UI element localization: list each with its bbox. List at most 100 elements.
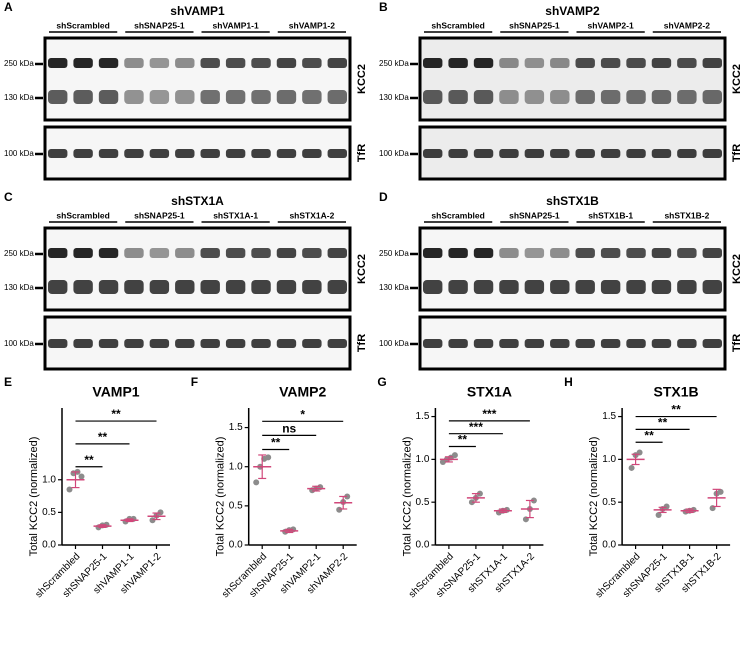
band (524, 280, 545, 294)
band (550, 90, 570, 104)
band (575, 58, 595, 68)
band (550, 149, 570, 158)
band (575, 339, 595, 348)
band (626, 339, 646, 348)
band (225, 339, 246, 348)
band (175, 58, 195, 68)
band (225, 149, 246, 158)
data-point (265, 454, 272, 461)
marker-label: 250 kDa (4, 249, 34, 258)
band (448, 90, 468, 104)
band (251, 58, 271, 68)
band (225, 90, 246, 104)
band (73, 248, 93, 258)
y-tick-label: 0.0 (229, 540, 243, 551)
marker-label: 250 kDa (379, 59, 409, 68)
band (550, 58, 570, 68)
significance-label: *** (469, 420, 483, 434)
band (600, 58, 621, 68)
marker-label: 250 kDa (4, 59, 34, 68)
data-point (78, 473, 85, 480)
band (473, 58, 494, 68)
group-label: shScrambled (431, 20, 484, 30)
band (550, 339, 570, 348)
band (73, 90, 93, 104)
marker-label: 100 kDa (379, 339, 409, 348)
group-label: shVAMP1-1 (213, 20, 259, 30)
band (276, 149, 297, 158)
band (473, 149, 494, 158)
data-point (717, 488, 724, 495)
band (149, 248, 170, 258)
marker-label: 130 kDa (4, 283, 34, 292)
blot-box (43, 36, 352, 122)
significance-label: ** (271, 436, 281, 450)
blot-title: shVAMP2 (545, 4, 600, 18)
group-label: shSTX1B-2 (664, 210, 709, 220)
band (73, 339, 93, 348)
band (677, 280, 697, 294)
marker-label: 130 kDa (379, 283, 409, 292)
y-tick-label: 0.5 (42, 507, 56, 518)
band (276, 280, 297, 294)
significance-label: *** (482, 407, 496, 421)
band (73, 149, 93, 158)
band (423, 90, 443, 104)
band (200, 90, 220, 104)
panel-letter: F (191, 375, 198, 389)
band (149, 58, 170, 68)
y-tick-label: 0.0 (42, 540, 56, 551)
y-axis-label: Total KCC2 (normalized) (215, 437, 227, 557)
band (327, 339, 347, 348)
data-point (451, 452, 458, 459)
significance-label: ** (658, 416, 668, 430)
protein-label: KCC2 (356, 254, 368, 284)
chart-title: STX1A (467, 384, 512, 400)
chart-title: VAMP2 (279, 384, 326, 400)
significance-label: ** (644, 428, 654, 442)
significance-label: ** (84, 453, 94, 467)
band (600, 248, 621, 258)
band (200, 339, 220, 348)
group-label: shScrambled (56, 20, 109, 30)
blot-box (43, 226, 352, 312)
data-point (66, 486, 73, 493)
band (626, 280, 646, 294)
band (149, 280, 170, 294)
band (302, 149, 322, 158)
band (327, 280, 347, 294)
band (48, 248, 68, 258)
band (702, 58, 722, 68)
band (651, 280, 672, 294)
band (499, 149, 519, 158)
protein-label: TfR (731, 144, 743, 162)
band (626, 90, 646, 104)
band (575, 248, 595, 258)
chart-title: STX1B (654, 384, 699, 400)
significance-label: ** (98, 430, 108, 444)
blot-title: shSTX1A (171, 194, 224, 208)
y-axis-label: Total KCC2 (normalized) (401, 437, 413, 557)
band (200, 58, 220, 68)
band (677, 90, 697, 104)
band (200, 280, 220, 294)
group-label: shScrambled (56, 210, 109, 220)
band (448, 149, 468, 158)
blot-box (418, 36, 727, 122)
protein-label: KCC2 (731, 64, 743, 94)
band (651, 58, 672, 68)
data-point (655, 512, 662, 519)
band (423, 248, 443, 258)
band (302, 58, 322, 68)
data-point (628, 464, 635, 471)
group-label: shSTX1B-1 (588, 210, 633, 220)
protein-label: TfR (731, 334, 743, 352)
significance-label: * (300, 407, 305, 421)
band (149, 149, 170, 158)
data-point (253, 479, 260, 486)
band (651, 339, 672, 348)
band (524, 90, 545, 104)
panel-letter: D (379, 190, 388, 204)
band (423, 280, 443, 294)
